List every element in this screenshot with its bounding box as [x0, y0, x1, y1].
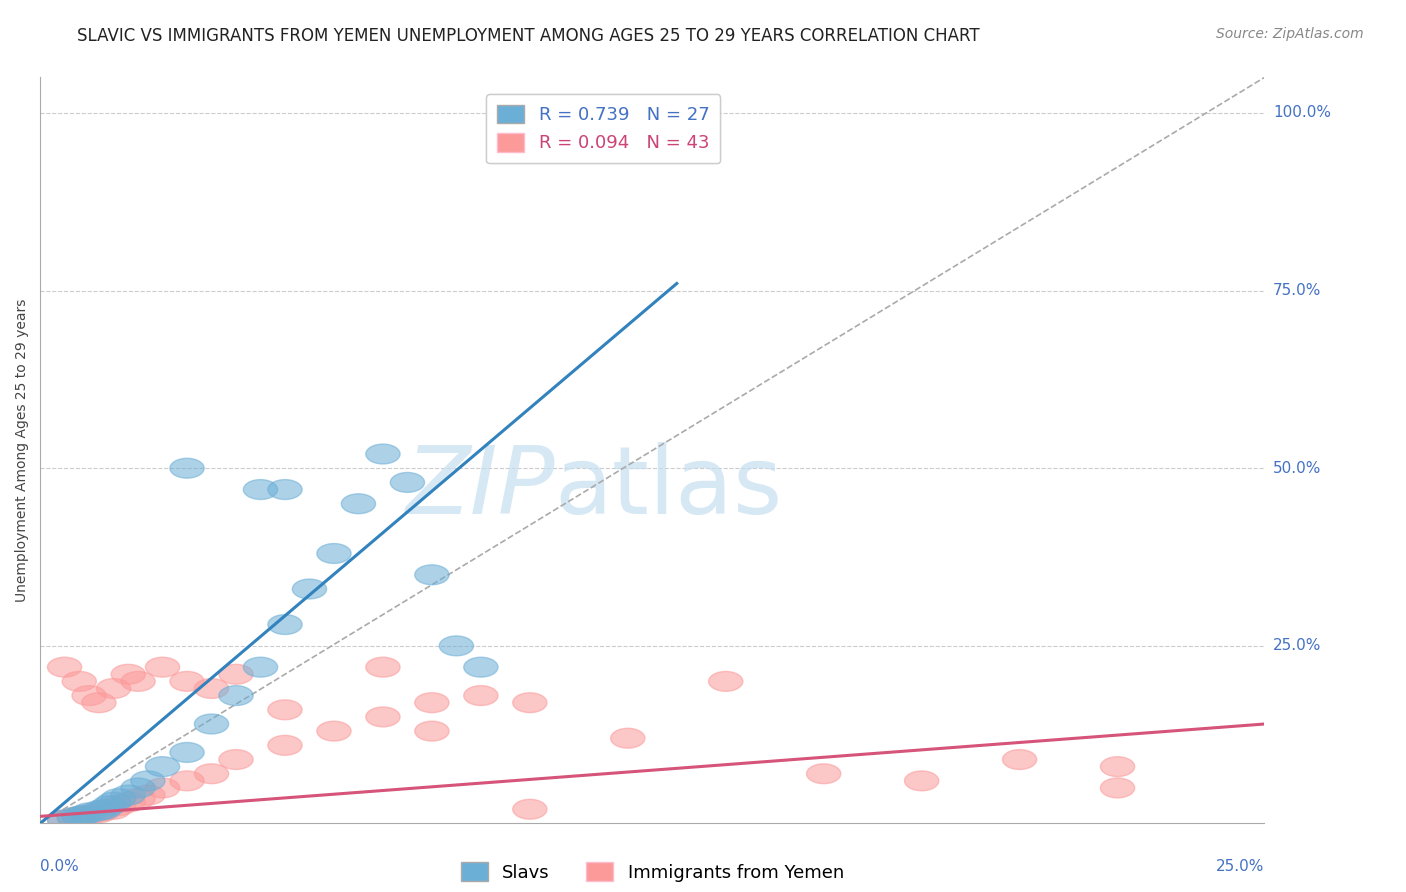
Ellipse shape [82, 803, 117, 822]
Ellipse shape [366, 444, 401, 464]
Ellipse shape [87, 799, 121, 819]
Ellipse shape [1101, 778, 1135, 798]
Ellipse shape [316, 543, 352, 564]
Ellipse shape [807, 764, 841, 784]
Ellipse shape [111, 665, 145, 684]
Ellipse shape [170, 771, 204, 791]
Ellipse shape [170, 672, 204, 691]
Ellipse shape [121, 672, 155, 691]
Ellipse shape [97, 792, 131, 812]
Text: Source: ZipAtlas.com: Source: ZipAtlas.com [1216, 27, 1364, 41]
Ellipse shape [316, 721, 352, 741]
Ellipse shape [67, 805, 101, 825]
Ellipse shape [145, 778, 180, 798]
Ellipse shape [194, 679, 229, 698]
Ellipse shape [97, 799, 131, 819]
Ellipse shape [391, 473, 425, 492]
Ellipse shape [121, 789, 155, 808]
Ellipse shape [111, 792, 145, 812]
Text: 25.0%: 25.0% [1216, 859, 1264, 874]
Ellipse shape [121, 778, 155, 798]
Ellipse shape [131, 771, 165, 791]
Legend: Slavs, Immigrants from Yemen: Slavs, Immigrants from Yemen [454, 855, 851, 889]
Ellipse shape [145, 657, 180, 677]
Ellipse shape [439, 636, 474, 656]
Ellipse shape [219, 665, 253, 684]
Ellipse shape [97, 679, 131, 698]
Y-axis label: Unemployment Among Ages 25 to 29 years: Unemployment Among Ages 25 to 29 years [15, 299, 30, 602]
Ellipse shape [91, 796, 125, 815]
Ellipse shape [72, 686, 107, 706]
Ellipse shape [48, 657, 82, 677]
Ellipse shape [194, 764, 229, 784]
Text: 75.0%: 75.0% [1272, 283, 1322, 298]
Ellipse shape [72, 803, 107, 822]
Ellipse shape [513, 693, 547, 713]
Ellipse shape [219, 686, 253, 706]
Ellipse shape [58, 808, 91, 828]
Ellipse shape [1002, 749, 1036, 770]
Text: 50.0%: 50.0% [1272, 461, 1322, 475]
Ellipse shape [292, 579, 326, 599]
Ellipse shape [62, 806, 97, 826]
Ellipse shape [62, 672, 97, 691]
Ellipse shape [194, 714, 229, 734]
Ellipse shape [513, 799, 547, 819]
Ellipse shape [267, 480, 302, 500]
Ellipse shape [170, 458, 204, 478]
Ellipse shape [267, 615, 302, 634]
Ellipse shape [82, 801, 117, 821]
Ellipse shape [366, 707, 401, 727]
Ellipse shape [145, 756, 180, 777]
Ellipse shape [101, 789, 135, 808]
Ellipse shape [111, 785, 145, 805]
Ellipse shape [243, 657, 277, 677]
Text: atlas: atlas [554, 442, 783, 533]
Ellipse shape [48, 810, 82, 830]
Ellipse shape [1101, 756, 1135, 777]
Ellipse shape [131, 785, 165, 805]
Ellipse shape [62, 806, 97, 826]
Ellipse shape [243, 480, 277, 500]
Ellipse shape [82, 693, 117, 713]
Text: 0.0%: 0.0% [41, 859, 79, 874]
Ellipse shape [87, 801, 121, 821]
Ellipse shape [415, 721, 449, 741]
Ellipse shape [464, 657, 498, 677]
Ellipse shape [415, 693, 449, 713]
Ellipse shape [72, 805, 107, 825]
Text: 100.0%: 100.0% [1272, 105, 1331, 120]
Ellipse shape [415, 565, 449, 585]
Ellipse shape [170, 742, 204, 763]
Ellipse shape [48, 810, 82, 830]
Ellipse shape [342, 494, 375, 514]
Ellipse shape [904, 771, 939, 791]
Ellipse shape [267, 700, 302, 720]
Ellipse shape [267, 735, 302, 756]
Ellipse shape [366, 657, 401, 677]
Ellipse shape [219, 749, 253, 770]
Ellipse shape [58, 808, 91, 828]
Ellipse shape [709, 672, 742, 691]
Text: 25.0%: 25.0% [1272, 639, 1322, 653]
Text: ZIP: ZIP [405, 442, 554, 533]
Text: SLAVIC VS IMMIGRANTS FROM YEMEN UNEMPLOYMENT AMONG AGES 25 TO 29 YEARS CORRELATI: SLAVIC VS IMMIGRANTS FROM YEMEN UNEMPLOY… [77, 27, 980, 45]
Ellipse shape [464, 686, 498, 706]
Ellipse shape [610, 728, 645, 748]
Ellipse shape [101, 796, 135, 815]
